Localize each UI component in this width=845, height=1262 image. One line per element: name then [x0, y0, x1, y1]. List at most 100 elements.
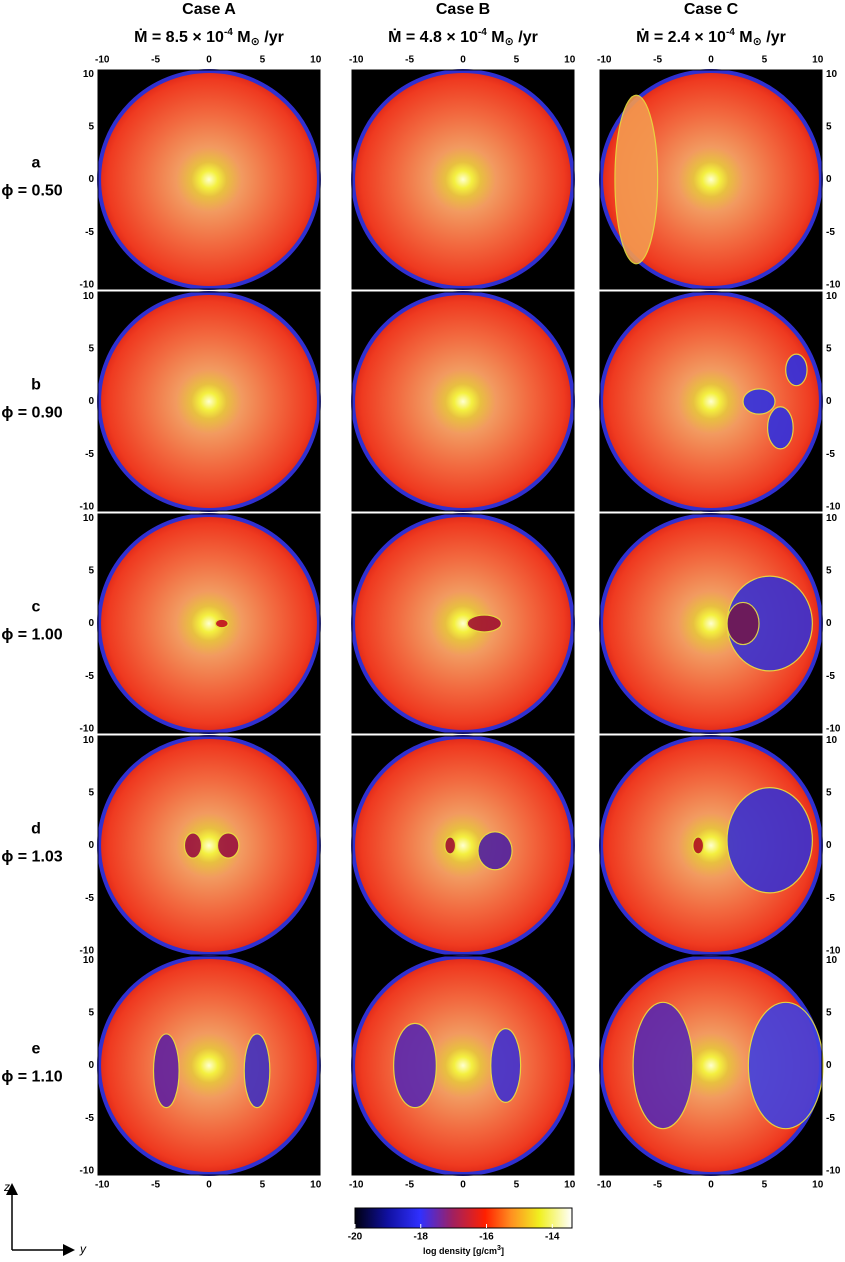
y-tick-label: -10 — [80, 945, 95, 956]
colorbar-tick-label: -16 — [479, 1232, 494, 1243]
y-tick-label: -10 — [826, 279, 841, 290]
panel — [351, 291, 575, 512]
panel — [599, 291, 823, 512]
x-tick-label: -10 — [349, 55, 364, 66]
x-tick-label: -10 — [95, 55, 110, 66]
panel-frame — [599, 955, 823, 1176]
y-tick-label: 0 — [88, 840, 94, 851]
x-tick-label: -5 — [405, 1180, 414, 1191]
rate-part: M — [735, 29, 753, 46]
y-tick-label: 10 — [83, 955, 95, 966]
y-label: y — [79, 1242, 87, 1256]
panel — [599, 955, 824, 1176]
panel — [351, 735, 575, 956]
x-tick-label: 5 — [260, 1180, 266, 1191]
x-tick-label: 5 — [762, 1180, 768, 1191]
y-tick-label: -5 — [826, 1113, 835, 1124]
x-tick-label: 0 — [460, 55, 466, 66]
y-tick-label: -10 — [826, 1165, 841, 1176]
y-tick-label: -5 — [85, 1113, 94, 1124]
x-tick-label: -10 — [597, 1180, 612, 1191]
x-tick-label: 5 — [260, 55, 266, 66]
x-tick-label: 0 — [708, 55, 714, 66]
row-label: d — [31, 821, 41, 838]
y-tick-label: 10 — [826, 955, 838, 966]
y-tick-label: 5 — [88, 343, 94, 354]
y-tick-label: 10 — [83, 69, 95, 80]
row-phase: ϕ = 1.10 — [1, 1069, 62, 1086]
x-tick-label: 5 — [514, 1180, 520, 1191]
panel-frame — [599, 735, 823, 956]
feature — [766, 406, 794, 450]
y-tick-label: 10 — [826, 513, 838, 524]
x-tick-label: -10 — [349, 1180, 364, 1191]
panel-frame — [97, 69, 321, 290]
x-tick-label: -5 — [151, 1180, 160, 1191]
label-part: 3 — [497, 1245, 501, 1252]
row-phase: ϕ = 1.03 — [1, 849, 62, 866]
x-tick-label: 0 — [206, 55, 212, 66]
y-tick-label: 10 — [83, 735, 95, 746]
rate-part: Ṁ = 4.8 × 10 — [388, 28, 478, 46]
y-tick-label: 10 — [826, 735, 838, 746]
column-title: Case C — [684, 1, 739, 18]
colorbar-label: log density [g/cm3] — [423, 1245, 504, 1257]
panel — [97, 955, 321, 1176]
panel-frame — [97, 955, 321, 1176]
sphere — [599, 513, 823, 734]
x-tick-label: 10 — [310, 55, 322, 66]
panel — [351, 955, 575, 1176]
row-phase: ϕ = 0.50 — [1, 183, 62, 200]
y-tick-label: 5 — [88, 1007, 94, 1018]
y-tick-label: 5 — [88, 121, 94, 132]
x-tick-label: -5 — [653, 55, 662, 66]
sphere — [351, 955, 575, 1176]
sphere — [97, 69, 321, 290]
feature — [785, 353, 808, 387]
feature — [692, 836, 705, 855]
y-tick-label: 0 — [88, 396, 94, 407]
y-tick-label: 0 — [826, 396, 832, 407]
column-rate: Ṁ = 8.5 × 10-4 M⊙ /yr — [134, 27, 284, 48]
y-tick-label: 0 — [88, 174, 94, 185]
feature — [214, 618, 229, 629]
sphere — [97, 735, 321, 956]
y-tick-label: 5 — [826, 343, 832, 354]
sphere — [97, 291, 321, 512]
x-tick-label: 0 — [708, 1180, 714, 1191]
y-tick-label: 10 — [83, 291, 95, 302]
sphere — [599, 69, 823, 290]
feature — [393, 1022, 437, 1109]
y-tick-label: 5 — [88, 787, 94, 798]
panel — [599, 735, 823, 956]
panel-frame — [599, 69, 823, 290]
y-tick-label: 5 — [826, 1007, 832, 1018]
sphere — [351, 735, 575, 956]
sphere — [351, 291, 575, 512]
panel-frame — [351, 291, 575, 512]
row-phase: ϕ = 0.90 — [1, 405, 62, 422]
colorbar-tick-label: -20 — [348, 1232, 363, 1243]
y-tick-label: 10 — [826, 69, 838, 80]
y-tick-label: -10 — [826, 723, 841, 734]
panel — [97, 69, 321, 290]
panel — [97, 735, 321, 956]
y-tick-label: 5 — [826, 787, 832, 798]
sphere — [351, 513, 575, 734]
y-tick-label: 5 — [826, 121, 832, 132]
sphere — [97, 955, 321, 1176]
x-tick-label: 10 — [564, 1180, 576, 1191]
panel-frame — [97, 291, 321, 512]
x-tick-label: 10 — [812, 1180, 824, 1191]
y-tick-label: 5 — [826, 565, 832, 576]
rate-part: /yr — [260, 29, 284, 46]
rate-part: -4 — [478, 27, 487, 38]
feature — [726, 601, 760, 646]
y-tick-label: -5 — [826, 227, 835, 238]
x-tick-label: -5 — [405, 55, 414, 66]
y-tick-label: 0 — [88, 1060, 94, 1071]
feature — [747, 1001, 824, 1130]
column-rate: Ṁ = 4.8 × 10-4 M⊙ /yr — [388, 27, 538, 48]
y-tick-label: 0 — [826, 174, 832, 185]
sphere — [97, 513, 321, 734]
